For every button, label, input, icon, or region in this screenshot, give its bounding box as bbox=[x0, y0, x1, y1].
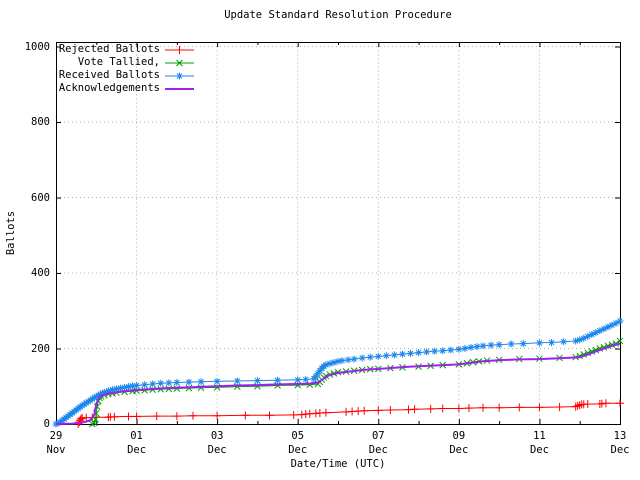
x-tick-label-month-13: Dec bbox=[610, 444, 630, 456]
legend-sample-tallied bbox=[165, 59, 194, 67]
x-tick-label-month-07: Dec bbox=[368, 444, 388, 456]
y-tick-label-0: 0 bbox=[43, 418, 50, 430]
x-tick-label-day-03: 03 bbox=[210, 430, 224, 442]
series-rejected-line bbox=[77, 402, 620, 425]
plot-border bbox=[56, 42, 621, 425]
axis-ticks bbox=[56, 42, 621, 425]
x-tick-label-day-05: 05 bbox=[291, 430, 305, 442]
chart-title: Update Standard Resolution Procedure bbox=[224, 9, 452, 21]
x-tick-label-month-03: Dec bbox=[207, 444, 227, 456]
x-tick-label-month-01: Dec bbox=[127, 444, 147, 456]
x-tick-label-day-07: 07 bbox=[371, 430, 385, 442]
x-axis-label: Date/Time (UTC) bbox=[290, 458, 386, 470]
x-tick-label-day-09: 09 bbox=[452, 430, 466, 442]
legend-label-rejected: Rejected Ballots bbox=[58, 43, 160, 55]
legend-sample-rejected bbox=[165, 46, 194, 54]
legend-label-received: Received Ballots bbox=[58, 69, 160, 81]
x-tick-label-month-11: Dec bbox=[529, 444, 549, 456]
x-tick-label-day-01: 01 bbox=[130, 430, 143, 442]
y-tick-label-1000: 1000 bbox=[24, 40, 50, 53]
y-tick-label-200: 200 bbox=[31, 342, 50, 355]
legend-label-tallied: Vote Tallied, bbox=[77, 56, 160, 68]
x-tick-label-day-11: 11 bbox=[533, 430, 546, 442]
grid-lines bbox=[56, 46, 620, 424]
x-tick-label-month-09: Dec bbox=[449, 444, 469, 456]
series-rejected-markers bbox=[74, 399, 624, 428]
y-tick-label-600: 600 bbox=[31, 191, 50, 204]
x-tick-label-day-13: 13 bbox=[613, 430, 627, 442]
x-tick-label-day-29: 29 bbox=[49, 430, 63, 442]
y-tick-label-800: 800 bbox=[31, 116, 50, 128]
y-tick-label-400: 400 bbox=[31, 267, 50, 279]
legend-label-acknowledgements: Acknowledgements bbox=[58, 82, 160, 94]
x-tick-label-month-29: Nov bbox=[46, 444, 66, 456]
legend-sample-received bbox=[165, 72, 194, 80]
series-acknowledgements-line bbox=[55, 342, 621, 425]
x-tick-label-month-05: Dec bbox=[288, 444, 308, 456]
